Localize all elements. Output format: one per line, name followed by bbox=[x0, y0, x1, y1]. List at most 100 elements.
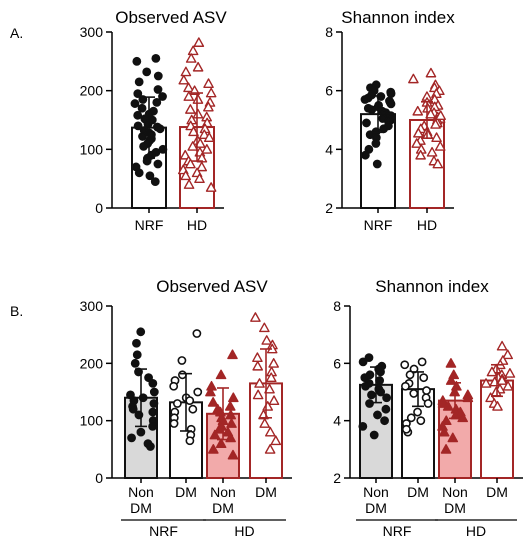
data-point bbox=[270, 435, 282, 446]
chart-title: Shannon index bbox=[375, 277, 489, 296]
data-point bbox=[375, 376, 385, 385]
chart-observed-asv-a: Observed ASV 0 100 200 300 NRF HD bbox=[80, 8, 228, 233]
y-tick-label: 200 bbox=[80, 83, 104, 99]
x-tick-label: DM bbox=[365, 500, 387, 516]
y-tick-label: 100 bbox=[80, 141, 104, 157]
data-point bbox=[492, 401, 503, 411]
data-point bbox=[360, 150, 370, 160]
y-tick-label: 8 bbox=[333, 298, 341, 314]
data-point bbox=[381, 404, 391, 414]
data-point bbox=[423, 399, 433, 408]
data-point bbox=[149, 387, 159, 397]
data-point bbox=[261, 335, 273, 345]
data-point bbox=[380, 416, 389, 426]
data-point bbox=[152, 98, 162, 107]
data-point bbox=[127, 433, 136, 443]
data-point bbox=[192, 61, 204, 72]
data-point bbox=[259, 322, 270, 333]
group-label: NRF bbox=[149, 523, 178, 539]
data-point bbox=[132, 350, 142, 360]
data-point bbox=[196, 161, 208, 172]
data-point bbox=[192, 94, 204, 104]
data-point bbox=[130, 358, 140, 368]
data-point bbox=[227, 449, 239, 460]
data-point bbox=[435, 110, 446, 120]
data-point bbox=[205, 386, 216, 397]
data-point bbox=[382, 393, 391, 403]
data-point bbox=[214, 423, 225, 434]
data-point bbox=[419, 373, 429, 383]
data-point bbox=[408, 73, 419, 84]
data-point bbox=[158, 144, 168, 154]
data-point bbox=[502, 349, 514, 360]
data-point bbox=[185, 158, 196, 169]
data-point bbox=[462, 392, 474, 403]
data-point bbox=[148, 378, 158, 388]
x-tick-label: Non bbox=[363, 484, 389, 500]
data-point bbox=[268, 395, 280, 405]
data-point bbox=[178, 370, 187, 380]
x-tick-label: DM bbox=[486, 484, 508, 500]
data-point bbox=[361, 381, 370, 391]
data-point bbox=[379, 124, 389, 134]
data-point bbox=[400, 360, 410, 370]
y-tick-label: 2 bbox=[333, 470, 341, 486]
data-point bbox=[373, 410, 382, 420]
data-point bbox=[437, 398, 449, 408]
panel-label-a: A. bbox=[10, 25, 23, 41]
data-point bbox=[362, 118, 371, 128]
data-point bbox=[440, 415, 452, 426]
data-point bbox=[136, 427, 146, 437]
data-point bbox=[133, 121, 143, 131]
data-point bbox=[413, 407, 422, 417]
chart-shannon-index-a: Shannon index 2 4 6 8 NRF HD bbox=[325, 8, 455, 233]
data-point bbox=[371, 139, 381, 148]
data-point bbox=[198, 129, 210, 140]
data-point bbox=[254, 378, 265, 388]
data-point bbox=[153, 85, 163, 94]
data-point bbox=[185, 104, 196, 114]
data-point bbox=[203, 101, 214, 112]
data-point bbox=[134, 168, 144, 178]
y-tick-label: 200 bbox=[80, 355, 104, 371]
data-point bbox=[457, 412, 469, 423]
data-point bbox=[180, 66, 192, 77]
data-point bbox=[432, 158, 444, 169]
data-point bbox=[386, 89, 396, 98]
data-point bbox=[192, 329, 202, 338]
data-point bbox=[179, 149, 191, 160]
data-point bbox=[364, 353, 374, 362]
data-point bbox=[411, 138, 423, 148]
data-point bbox=[264, 444, 276, 454]
data-point bbox=[194, 173, 205, 184]
data-point bbox=[183, 179, 195, 189]
data-point bbox=[440, 444, 452, 454]
data-point bbox=[188, 126, 199, 137]
data-point bbox=[405, 370, 415, 380]
data-point bbox=[193, 387, 203, 397]
data-point bbox=[413, 127, 424, 138]
y-tick-label: 100 bbox=[80, 413, 104, 429]
data-point bbox=[208, 444, 219, 454]
group-label: HD bbox=[466, 523, 486, 539]
data-point bbox=[185, 53, 197, 63]
chart-title: Shannon index bbox=[341, 8, 455, 27]
data-point bbox=[431, 132, 442, 142]
data-point bbox=[416, 416, 426, 426]
data-point bbox=[142, 67, 152, 77]
data-point bbox=[412, 105, 424, 116]
chart-title: Observed ASV bbox=[156, 277, 268, 296]
data-point bbox=[447, 432, 459, 443]
data-point bbox=[151, 54, 161, 63]
data-point bbox=[415, 149, 426, 160]
data-point bbox=[201, 144, 213, 154]
x-tick-label: NRF bbox=[135, 217, 164, 233]
data-point bbox=[185, 396, 195, 405]
data-point bbox=[183, 91, 195, 101]
data-point bbox=[153, 71, 163, 81]
data-point bbox=[376, 387, 386, 397]
x-tick-label: DM bbox=[212, 500, 234, 516]
